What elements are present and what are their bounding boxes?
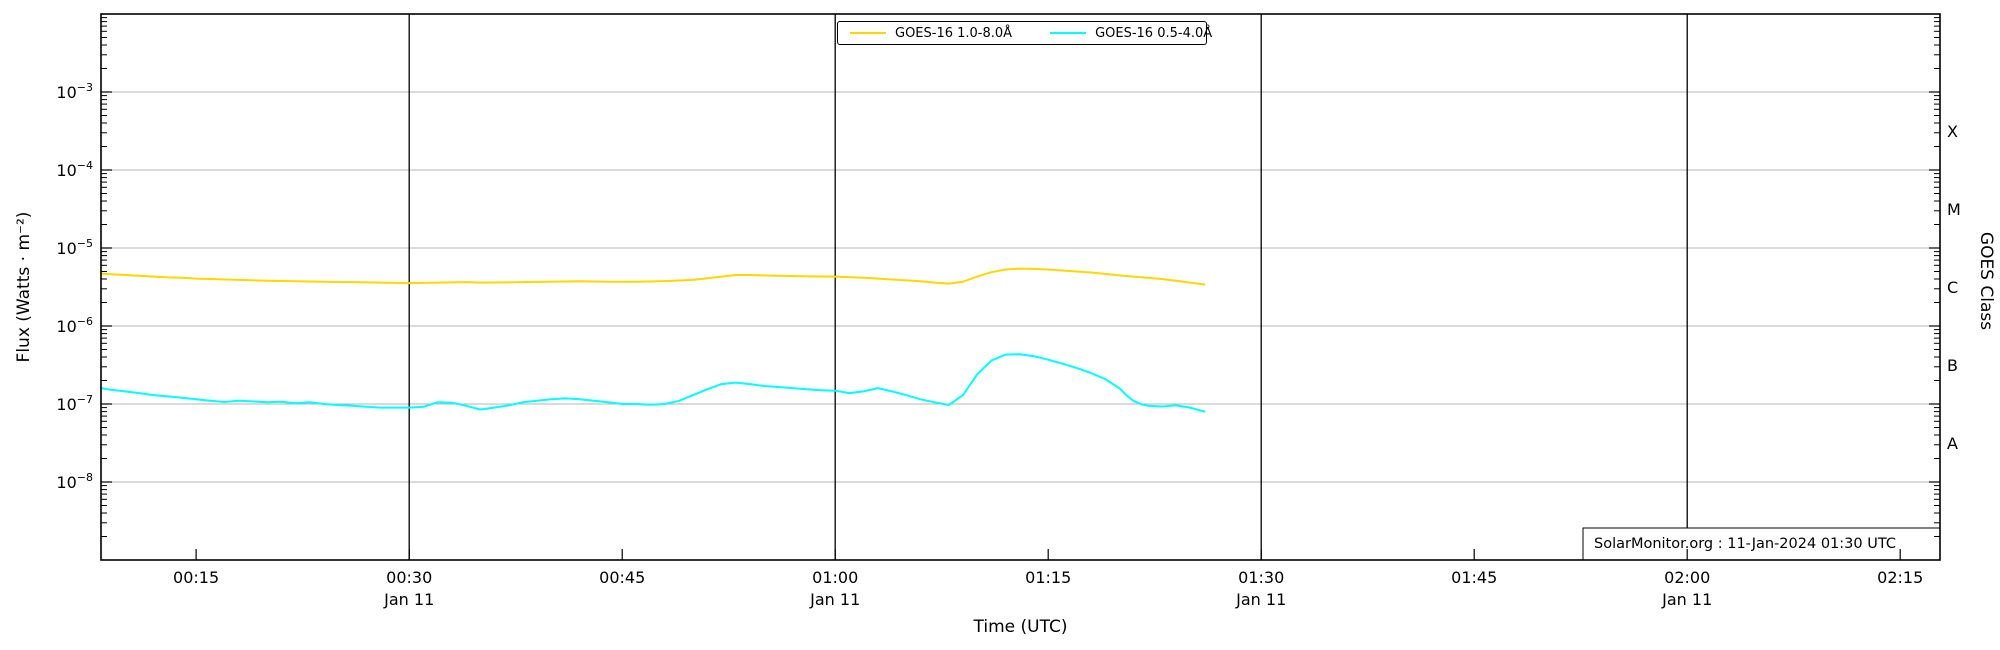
y-axis-label-right: GOES Class bbox=[1976, 231, 1996, 331]
watermark-text: SolarMonitor.org : 11-Jan-2024 01:30 UTC bbox=[1594, 536, 1896, 552]
y-tick-label: 10−7 bbox=[56, 393, 93, 414]
legend-line-short-icon bbox=[1050, 32, 1087, 34]
x-date-label: Jan 11 bbox=[809, 590, 860, 609]
goes-class-label: A bbox=[1947, 434, 1958, 453]
legend: GOES-16 1.0-8.0Å GOES-16 0.5-4.0Å bbox=[837, 21, 1212, 45]
legend-item-short-channel: GOES-16 0.5-4.0Å bbox=[1050, 26, 1212, 41]
goes-class-label: M bbox=[1947, 200, 1961, 219]
x-axis-label: Time (UTC) bbox=[973, 617, 1068, 637]
x-tick-label: 02:15 bbox=[1877, 568, 1923, 587]
goes-class-label: C bbox=[1947, 278, 1958, 297]
x-tick-label: 01:30 bbox=[1238, 568, 1284, 587]
y-tick-label: 10−6 bbox=[56, 315, 93, 336]
legend-label-short: GOES-16 0.5-4.0Å bbox=[1095, 25, 1213, 41]
x-tick-label: 00:45 bbox=[599, 568, 645, 587]
y-axis-label-left: Flux (Watts · m⁻²) bbox=[14, 211, 34, 363]
y-tick-label: 10−4 bbox=[56, 159, 93, 180]
plot-border bbox=[100, 13, 1941, 561]
legend-line-long-icon bbox=[850, 32, 886, 34]
y-tick-label: 10−5 bbox=[56, 237, 93, 258]
x-date-label: Jan 11 bbox=[383, 590, 434, 609]
x-tick-label: 02:00 bbox=[1664, 568, 1710, 587]
x-tick-label: 01:45 bbox=[1451, 568, 1497, 587]
series-line-goes-short bbox=[100, 353, 1206, 413]
x-tick-label: 01:15 bbox=[1025, 568, 1071, 587]
x-tick-label: 00:30 bbox=[386, 568, 432, 587]
series-line-goes-long bbox=[100, 267, 1206, 286]
legend-item-long-channel: GOES-16 1.0-8.0Å bbox=[850, 26, 1012, 41]
x-tick-label: 01:00 bbox=[812, 568, 858, 587]
x-date-label: Jan 11 bbox=[1235, 590, 1286, 609]
y-tick-label: 10−8 bbox=[56, 471, 93, 492]
legend-label-long: GOES-16 1.0-8.0Å bbox=[895, 25, 1013, 41]
watermark-box bbox=[1582, 527, 1941, 561]
y-tick-label: 10−3 bbox=[56, 81, 93, 102]
x-date-label: Jan 11 bbox=[1661, 590, 1712, 609]
x-tick-label: 00:15 bbox=[173, 568, 219, 587]
goes-class-label: B bbox=[1947, 356, 1958, 375]
goes-class-label: X bbox=[1947, 122, 1958, 141]
